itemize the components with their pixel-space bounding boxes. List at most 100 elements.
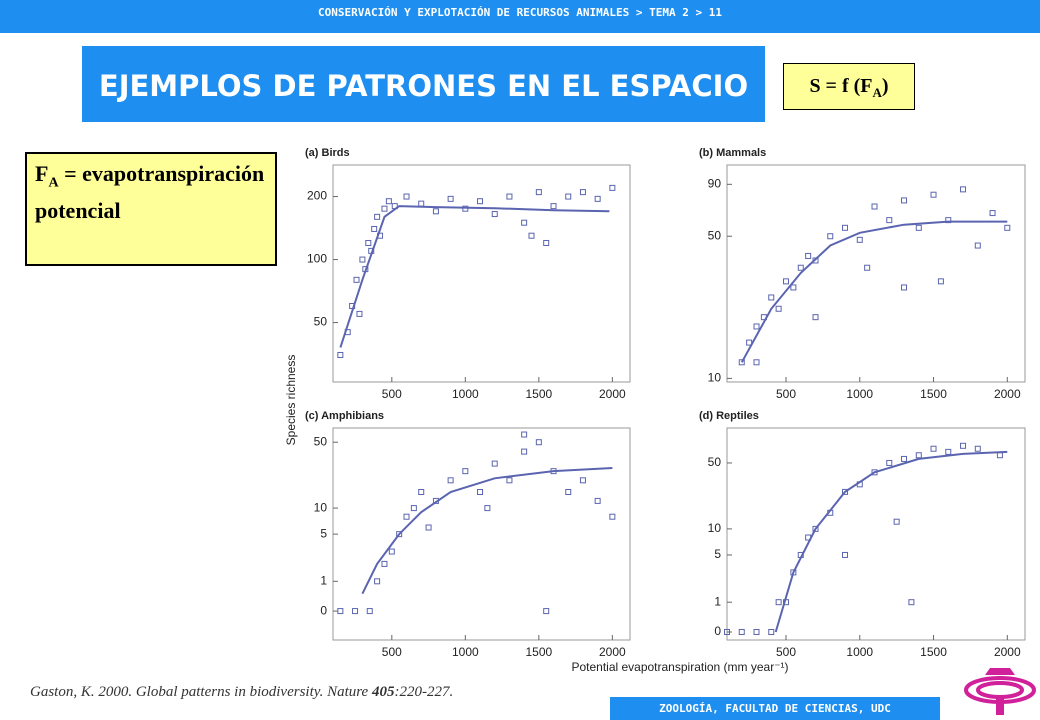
data-point bbox=[901, 284, 908, 291]
data-point bbox=[359, 256, 366, 263]
data-point bbox=[812, 314, 819, 321]
x-tick-label: 2000 bbox=[599, 387, 626, 401]
data-point bbox=[753, 359, 760, 366]
x-tick-label: 1500 bbox=[525, 387, 552, 401]
data-point bbox=[901, 455, 908, 462]
data-point bbox=[521, 448, 528, 455]
data-point bbox=[915, 224, 922, 231]
data-point bbox=[594, 497, 601, 504]
data-point bbox=[768, 294, 775, 301]
data-point bbox=[506, 477, 513, 484]
formula-sub: A bbox=[872, 85, 882, 100]
data-point bbox=[827, 233, 834, 240]
x-tick-label: 1500 bbox=[920, 387, 947, 401]
data-point bbox=[974, 445, 981, 452]
data-point bbox=[418, 200, 425, 207]
data-point bbox=[864, 264, 871, 271]
data-point bbox=[594, 195, 601, 202]
y-tick-label: 0 bbox=[714, 624, 721, 638]
panel-title: (d) Reptiles bbox=[699, 410, 759, 422]
data-point bbox=[447, 477, 454, 484]
data-point bbox=[753, 628, 760, 635]
data-point bbox=[790, 284, 797, 291]
x-tick-label: 1000 bbox=[846, 387, 873, 401]
y-tick-label: 0 bbox=[320, 603, 327, 617]
data-point bbox=[908, 599, 915, 606]
data-point bbox=[901, 197, 908, 204]
x-tick-label: 500 bbox=[776, 645, 796, 659]
y-tick-label: 10 bbox=[314, 500, 328, 514]
data-point bbox=[797, 264, 804, 271]
data-point bbox=[996, 452, 1003, 459]
data-point bbox=[930, 445, 937, 452]
citation-before: Gaston, K. 2000. Global patterns in biod… bbox=[30, 684, 372, 700]
data-point bbox=[432, 208, 439, 215]
data-point bbox=[886, 217, 893, 224]
panel-title: (c) Amphibians bbox=[305, 410, 384, 422]
y-tick-label: 5 bbox=[320, 526, 327, 540]
slide-title: EJEMPLOS DE PATRONES EN EL ESPACIO bbox=[82, 46, 765, 122]
data-point bbox=[579, 189, 586, 196]
x-tick-label: 1000 bbox=[846, 645, 873, 659]
data-point bbox=[521, 431, 528, 438]
data-point bbox=[385, 198, 392, 205]
x-tick-label: 1000 bbox=[452, 645, 479, 659]
data-point bbox=[550, 203, 557, 210]
y-tick-label: 50 bbox=[314, 315, 328, 329]
data-point bbox=[915, 452, 922, 459]
y-tick-label: 50 bbox=[708, 455, 722, 469]
data-point bbox=[783, 278, 790, 285]
data-point bbox=[366, 608, 373, 615]
plot-frame bbox=[332, 164, 631, 383]
data-point bbox=[543, 239, 550, 246]
data-point bbox=[886, 459, 893, 466]
formula-box: S = f (FA) bbox=[783, 63, 915, 110]
data-point bbox=[528, 232, 535, 239]
y-tick-label: 1 bbox=[320, 573, 327, 587]
data-point bbox=[418, 488, 425, 495]
footer-bar: ZOOLOGÍA, FACULTAD DE CIENCIAS, UDC bbox=[610, 697, 940, 720]
data-point bbox=[565, 488, 572, 495]
data-point bbox=[371, 225, 378, 232]
data-point bbox=[724, 628, 730, 635]
data-point bbox=[381, 560, 388, 567]
definition-box: FA = evapotranspiración potencial bbox=[25, 152, 277, 266]
data-point bbox=[753, 323, 760, 330]
fit-curve bbox=[361, 467, 613, 595]
data-point bbox=[352, 608, 359, 615]
data-point bbox=[381, 205, 388, 212]
data-point bbox=[543, 608, 550, 615]
data-point bbox=[609, 184, 616, 191]
data-point bbox=[506, 193, 513, 200]
plot-frame bbox=[726, 164, 1026, 383]
x-tick-label: 2000 bbox=[599, 645, 626, 659]
x-tick-label: 500 bbox=[776, 387, 796, 401]
data-point bbox=[989, 210, 996, 217]
data-point bbox=[447, 195, 454, 202]
data-point bbox=[484, 505, 491, 512]
data-point bbox=[425, 524, 432, 531]
data-point bbox=[937, 278, 944, 285]
logo bbox=[964, 668, 1036, 715]
data-point bbox=[396, 531, 403, 538]
plot-frame bbox=[332, 427, 631, 641]
data-point bbox=[374, 213, 381, 220]
data-point bbox=[805, 252, 812, 259]
definition-sub: A bbox=[48, 175, 59, 191]
formula-end: ) bbox=[881, 75, 889, 97]
data-point bbox=[356, 310, 363, 317]
data-point bbox=[842, 224, 849, 231]
data-point bbox=[930, 191, 937, 198]
data-point bbox=[960, 442, 967, 449]
x-axis-label: Potential evapotranspiration (mm year⁻¹) bbox=[571, 660, 788, 674]
header-bar: CONSERVACIÓN Y EXPLOTACIÓN DE RECURSOS A… bbox=[0, 0, 1040, 33]
data-point bbox=[535, 439, 542, 446]
data-point bbox=[842, 551, 849, 558]
data-point bbox=[477, 488, 484, 495]
footer-text: ZOOLOGÍA, FACULTAD DE CIENCIAS, UDC bbox=[659, 702, 891, 715]
data-point bbox=[521, 219, 528, 226]
y-tick-label: 10 bbox=[708, 521, 722, 535]
data-point bbox=[775, 599, 782, 606]
